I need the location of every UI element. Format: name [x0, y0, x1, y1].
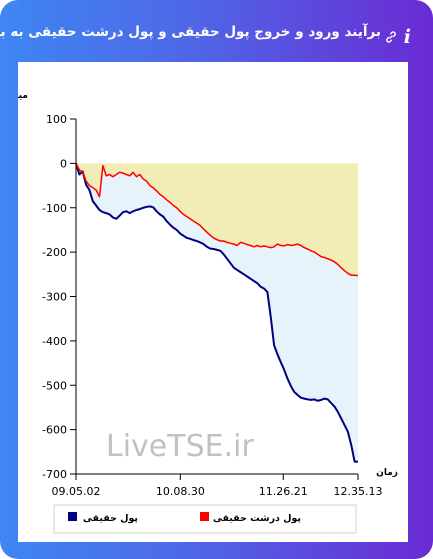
y-ticks: 100 0 -100 -200 -300 -400 -500 -600 -700	[42, 113, 76, 481]
y-tick-label: 100	[46, 113, 67, 126]
area-zero-to-large	[76, 163, 358, 276]
y-tick-label: -500	[42, 379, 67, 392]
chart-title: برآیند ورود و خروج پول حقیقی و پول درشت …	[0, 24, 381, 40]
x-tick-label: 10.08.30	[156, 485, 205, 498]
y-tick-label: 0	[60, 157, 67, 170]
watermark: LiveTSE.ir	[106, 429, 254, 464]
series-line-large	[75, 163, 359, 277]
info-icon[interactable]: i	[403, 26, 411, 48]
y-tick-label: -100	[42, 202, 67, 215]
x-tick-label: 09.05.02	[52, 485, 101, 498]
chart-panel: 100 0 -100 -200 -300 -400 -500 -600 -700 09.05.0…	[0, 62, 408, 542]
y-tick-label: -600	[42, 424, 67, 437]
series-line-real	[75, 163, 358, 463]
x-tick-label: 12.35.13	[334, 485, 383, 498]
x-tick-label: 11.26.21	[259, 485, 308, 498]
legend: پول حقیقی پول درشت حقیقی	[53, 504, 357, 534]
legend-swatch-large	[200, 512, 209, 521]
area-large-to-real	[76, 163, 358, 462]
legend-label-real[interactable]: پول حقیقی	[83, 513, 138, 524]
line-layer	[75, 163, 359, 463]
x-ticks: 09.05.02 10.08.30 11.26.21 12.35.13	[52, 474, 383, 498]
flow-chart: 100 0 -100 -200 -300 -400 -500 -600 -700 09.05.0…	[0, 91, 398, 534]
y-axis-label: میلیارد تومان	[18, 91, 28, 101]
area-layer	[76, 163, 358, 462]
x-axis-label: زمان	[376, 468, 398, 478]
widget-header: برآیند ورود و خروج پول حقیقی و پول درشت …	[0, 0, 433, 62]
legend-label-large[interactable]: پول درشت حقیقی	[213, 513, 301, 524]
link-icon[interactable]	[385, 31, 397, 43]
y-tick-label: -700	[42, 468, 67, 481]
y-tick-label: -300	[42, 291, 67, 304]
y-tick-label: -400	[42, 335, 67, 348]
y-tick-label: -200	[42, 246, 67, 259]
legend-swatch-real	[68, 512, 77, 521]
